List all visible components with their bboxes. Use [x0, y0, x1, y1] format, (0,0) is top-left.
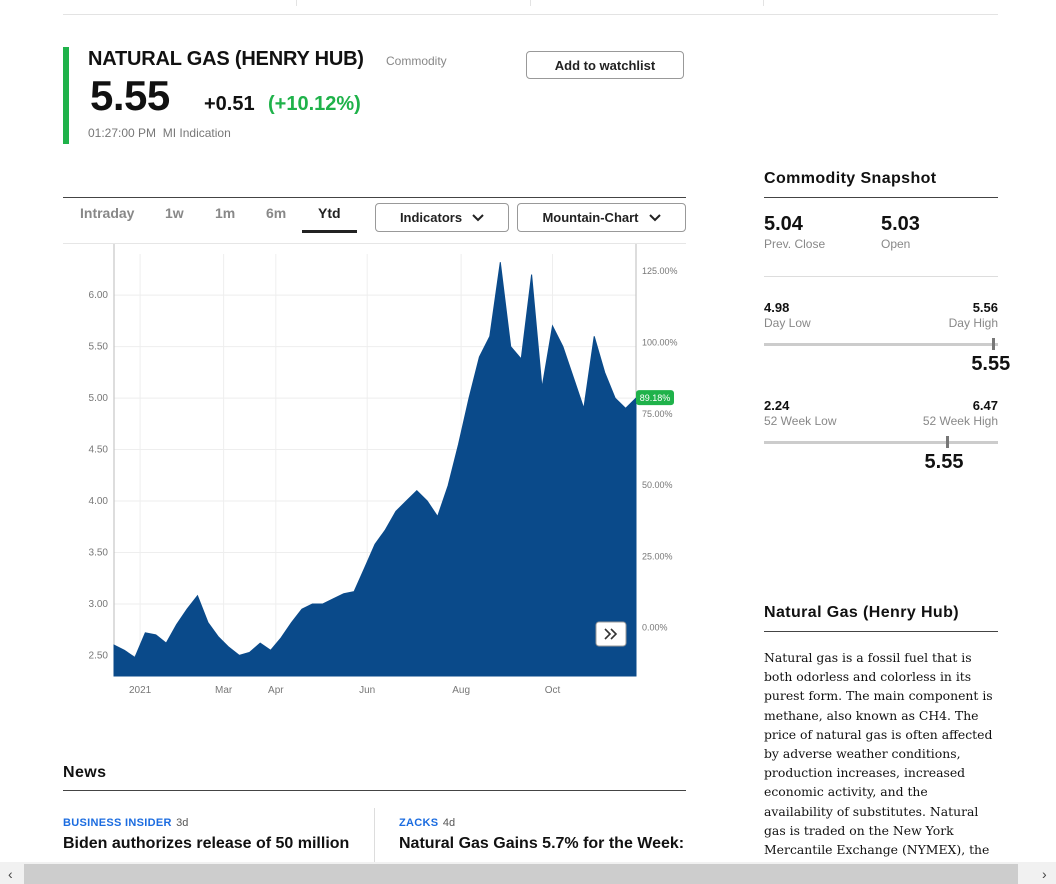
- scrollbar-thumb[interactable]: [24, 864, 1018, 884]
- x-axis-tick-label: Jun: [359, 685, 375, 696]
- chart-top-rule: [63, 243, 686, 244]
- day-low-label: Day Low: [764, 316, 811, 330]
- nav-divider: [296, 0, 297, 6]
- x-axis-tick-label: Apr: [268, 685, 284, 696]
- about-rule: [764, 631, 998, 632]
- prev-close-value: 5.04: [764, 213, 803, 235]
- news-source-link[interactable]: ZACKS: [399, 817, 439, 829]
- instrument-title: NATURAL GAS (HENRY HUB): [88, 48, 364, 70]
- news-age: 4d: [442, 817, 456, 829]
- scroll-left-icon[interactable]: ‹: [8, 866, 13, 882]
- quote-timestamp: 01:27:00 PM MI Indication: [88, 126, 231, 140]
- active-tab-underline: [302, 230, 357, 233]
- news-divider: [374, 808, 375, 868]
- week52-range-marker: [945, 436, 949, 448]
- news-item-meta: BUSINESS INSIDER 3d: [63, 813, 188, 831]
- y-axis-tick-label: 6.00: [89, 290, 109, 301]
- quote-time: 01:27:00 PM: [88, 126, 157, 140]
- x-axis-tick-label: Oct: [545, 685, 561, 696]
- day-range-bar: [764, 343, 998, 346]
- y-axis-right-tick-label: 0.00%: [642, 623, 668, 633]
- about-description: Natural gas is a fossil fuel that is bot…: [764, 650, 993, 876]
- news-item-meta: ZACKS 4d: [399, 813, 455, 831]
- snapshot-title: Commodity Snapshot: [764, 170, 937, 187]
- open-label: Open: [881, 237, 911, 251]
- tab-intraday[interactable]: Intraday: [80, 205, 135, 221]
- double-chevron-right-icon: [604, 628, 618, 640]
- news-title: News: [63, 764, 107, 781]
- current-value-badge: 89.18%: [636, 390, 674, 406]
- day-range-marker: [992, 338, 996, 350]
- y-axis-tick-label: 4.00: [89, 496, 109, 507]
- week52-low-value: 2.24: [764, 398, 790, 413]
- snapshot-divider: [764, 276, 998, 277]
- tab-6m[interactable]: 6m: [266, 205, 287, 221]
- day-high-value: 5.56: [972, 300, 998, 315]
- y-axis-tick-label: 5.50: [89, 342, 109, 353]
- y-axis-tick-label: 5.00: [89, 393, 109, 404]
- tab-ytd[interactable]: Ytd: [318, 205, 341, 221]
- y-axis-tick-label: 3.50: [89, 547, 109, 558]
- y-axis-tick-label: 3.00: [89, 599, 109, 610]
- y-axis-tick-label: 4.50: [89, 445, 109, 456]
- day-range-current: 5.55: [971, 353, 1011, 375]
- snapshot-rule: [764, 197, 998, 198]
- y-axis-right-tick-label: 100.00%: [642, 338, 678, 348]
- y-axis-tick-label: 2.50: [89, 650, 109, 661]
- badge-background: [636, 390, 674, 406]
- tab-1w[interactable]: 1w: [165, 205, 184, 221]
- week52-high-label: 52 Week High: [922, 414, 998, 428]
- week52-low-label: 52 Week Low: [764, 414, 837, 428]
- open-value: 5.03: [881, 213, 920, 235]
- price-change: +0.51: [204, 93, 255, 115]
- expand-chart-button[interactable]: [595, 621, 627, 647]
- price-chart[interactable]: 6.00 5.50 5.00 4.50 4.00 3.50 3.00 2.50 125.00% 1…: [63, 244, 686, 709]
- tab-1m[interactable]: 1m: [215, 205, 236, 221]
- badge-label: 89.18%: [640, 393, 671, 403]
- day-high-label: Day High: [948, 316, 998, 330]
- news-headline-link[interactable]: Biden authorizes release of 50 million: [63, 835, 350, 852]
- indicators-dropdown[interactable]: Indicators: [375, 203, 509, 232]
- week52-range-bar: [764, 441, 998, 444]
- x-axis-tick-label: Aug: [452, 685, 470, 696]
- news-age: 3d: [176, 817, 189, 829]
- day-low-value: 4.98: [764, 300, 790, 315]
- week52-high-value: 6.47: [972, 398, 998, 413]
- chevron-down-icon: [648, 213, 661, 221]
- indicators-label: Indicators: [399, 210, 463, 225]
- chart-type-dropdown[interactable]: Mountain-Chart: [517, 203, 686, 232]
- chevron-down-icon: [472, 213, 484, 221]
- x-axis-tick-label: 2021: [129, 685, 152, 696]
- chart-tabs-rule: [63, 197, 686, 198]
- y-axis-right-tick-label: 50.00%: [642, 480, 673, 490]
- chart-type-label: Mountain-Chart: [542, 210, 639, 225]
- price-area-series: [113, 262, 637, 677]
- y-axis-right-tick-label: 125.00%: [642, 266, 678, 276]
- instrument-type: Commodity: [386, 54, 447, 68]
- y-axis-right-tick-label: 75.00%: [642, 409, 673, 419]
- about-title: Natural Gas (Henry Hub): [764, 604, 960, 621]
- nav-divider: [530, 0, 531, 6]
- y-axis-right-tick-label: 25.00%: [642, 551, 673, 561]
- top-nav-strip: [63, 0, 998, 15]
- prev-close-label: Prev. Close: [764, 237, 826, 251]
- week52-range-current: 5.55: [924, 451, 964, 473]
- price-up-indicator: [63, 47, 69, 144]
- quote-source: MI Indication: [162, 126, 231, 140]
- news-source-link[interactable]: BUSINESS INSIDER: [63, 817, 172, 829]
- news-headline-link[interactable]: Natural Gas Gains 5.7% for the Week:: [399, 835, 685, 852]
- x-axis-tick-label: Mar: [215, 685, 233, 696]
- add-to-watchlist-button[interactable]: Add to watchlist: [526, 51, 684, 79]
- scroll-right-icon[interactable]: ›: [1042, 866, 1047, 882]
- news-rule: [63, 790, 686, 791]
- nav-divider: [763, 0, 764, 6]
- last-price: 5.55: [90, 72, 170, 119]
- price-change-percent: (+10.12%): [268, 93, 361, 115]
